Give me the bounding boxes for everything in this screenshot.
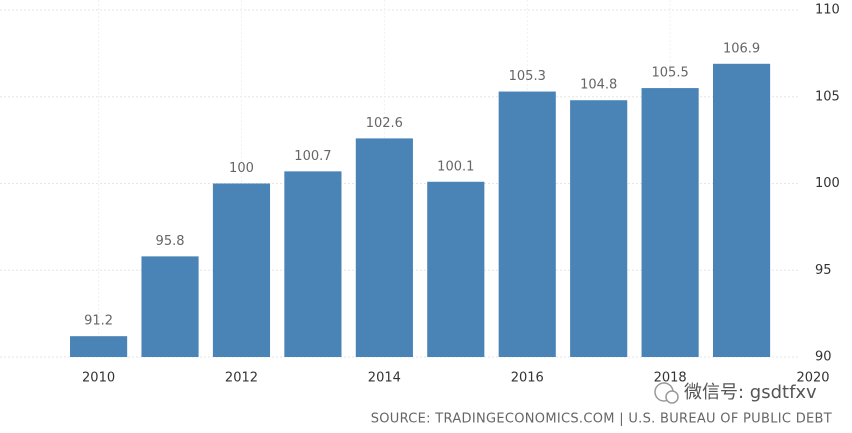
x-tick-label: 2014 (368, 371, 401, 386)
value-label: 100 (229, 161, 254, 176)
bar (641, 88, 699, 357)
bar (141, 256, 199, 357)
bar (427, 181, 485, 357)
value-label: 105.3 (509, 69, 546, 84)
bar (570, 100, 628, 357)
source: SOURCE: TRADINGECONOMICS.COM | U.S. BURE… (371, 412, 832, 427)
bar (355, 138, 413, 357)
value-label: 104.8 (580, 78, 617, 93)
y-tick-label: 110 (815, 3, 840, 18)
watermark-icon (654, 382, 679, 404)
y-tick-label: 105 (815, 89, 840, 104)
bar (212, 183, 271, 357)
x-tick-label: 2018 (654, 371, 687, 386)
value-label: 91.2 (84, 314, 113, 329)
x-tick-label: 2012 (225, 371, 258, 386)
x-tick-label: 2020 (796, 371, 829, 386)
value-label: 100.1 (437, 159, 474, 174)
bar (712, 63, 771, 357)
x-tick-label: 2010 (82, 371, 115, 386)
value-label: 102.6 (366, 116, 403, 131)
bar (284, 171, 342, 357)
y-tick-label: 100 (815, 176, 840, 191)
watermark: 微信号: gsdtfxv (684, 382, 817, 403)
bar (70, 336, 128, 357)
value-label: 105.5 (652, 66, 689, 81)
value-label: 106.9 (723, 41, 760, 56)
y-tick-label: 95 (815, 263, 832, 278)
bar (498, 91, 556, 358)
value-label: 100.7 (294, 149, 331, 164)
value-label: 95.8 (156, 234, 185, 249)
x-tick-label: 2016 (511, 371, 544, 386)
y-tick-label: 90 (815, 350, 832, 365)
